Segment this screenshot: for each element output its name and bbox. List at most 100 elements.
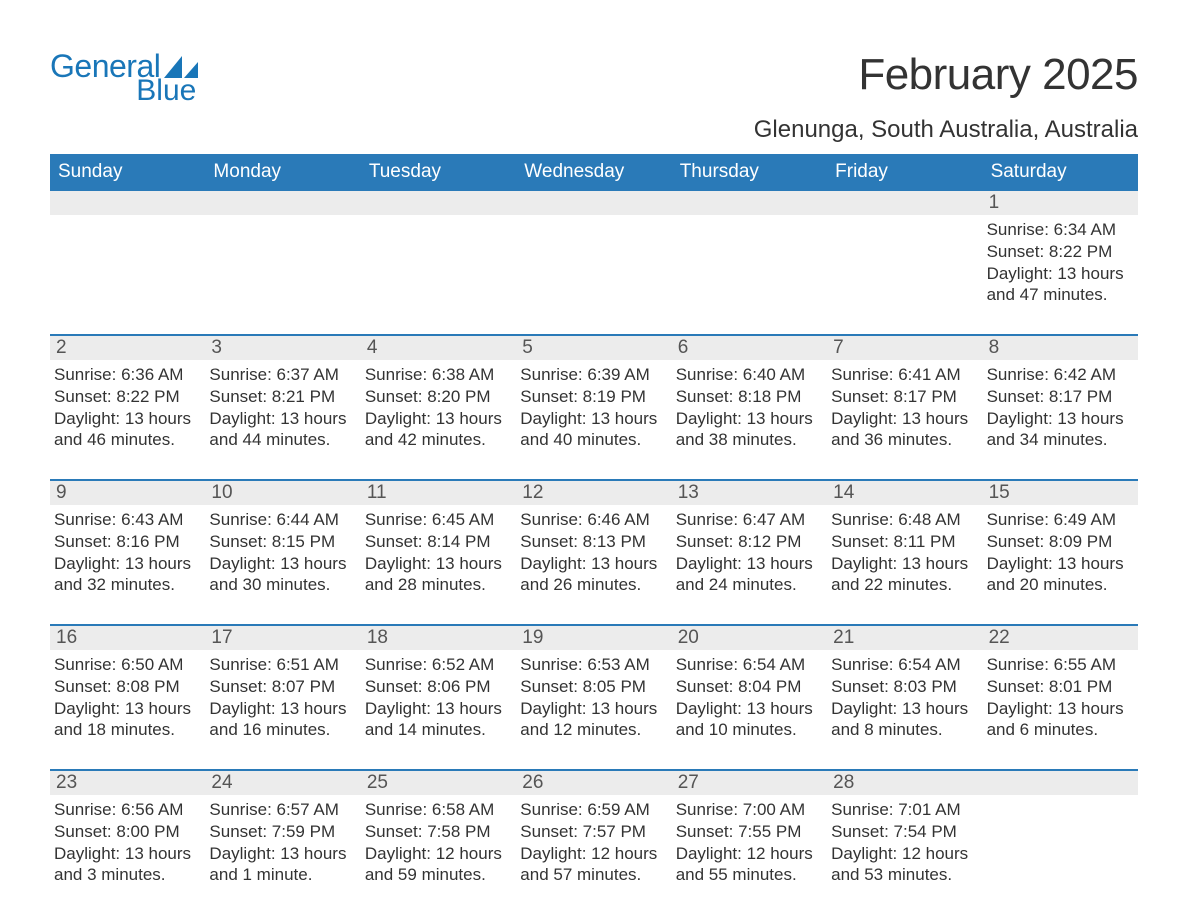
daylight1-line: Daylight: 13 hours — [209, 408, 354, 430]
daylight2-line: and 40 minutes. — [520, 429, 665, 451]
sunrise-line: Sunrise: 6:46 AM — [520, 509, 665, 531]
day-number — [205, 191, 360, 215]
sunset-line: Sunset: 8:09 PM — [987, 531, 1132, 553]
day-number: 17 — [205, 626, 360, 650]
sunset-line: Sunset: 7:57 PM — [520, 821, 665, 843]
day-cell: 13Sunrise: 6:47 AMSunset: 8:12 PMDayligh… — [672, 481, 827, 624]
day-cell: 21Sunrise: 6:54 AMSunset: 8:03 PMDayligh… — [827, 626, 982, 769]
sunset-line: Sunset: 8:14 PM — [365, 531, 510, 553]
daylight2-line: and 16 minutes. — [209, 719, 354, 741]
day-number: 16 — [50, 626, 205, 650]
sunset-line: Sunset: 8:17 PM — [831, 386, 976, 408]
month-title: February 2025 — [754, 50, 1138, 100]
day-cell: 5 Sunrise: 6:39 AMSunset: 8:19 PMDaylight… — [516, 336, 671, 479]
sunset-line: Sunset: 8:15 PM — [209, 531, 354, 553]
sunrise-line: Sunrise: 6:54 AM — [676, 654, 821, 676]
daylight2-line: and 42 minutes. — [365, 429, 510, 451]
weekday-cell: Friday — [827, 155, 982, 189]
weekday-cell: Sunday — [50, 155, 205, 189]
daylight2-line: and 3 minutes. — [54, 864, 199, 886]
day-cell: 26Sunrise: 6:59 AMSunset: 7:57 PMDayligh… — [516, 771, 671, 914]
daylight2-line: and 57 minutes. — [520, 864, 665, 886]
day-number: 14 — [827, 481, 982, 505]
sunset-line: Sunset: 8:19 PM — [520, 386, 665, 408]
sunrise-line: Sunrise: 6:38 AM — [365, 364, 510, 386]
sunset-line: Sunset: 7:59 PM — [209, 821, 354, 843]
daylight2-line: and 22 minutes. — [831, 574, 976, 596]
daylight1-line: Daylight: 12 hours — [365, 843, 510, 865]
sunset-line: Sunset: 8:20 PM — [365, 386, 510, 408]
sunset-line: Sunset: 8:03 PM — [831, 676, 976, 698]
day-number: 21 — [827, 626, 982, 650]
logo-word-blue: Blue — [136, 76, 196, 106]
day-number: 26 — [516, 771, 671, 795]
week-row: 2Sunrise: 6:36 AMSunset: 8:22 PMDaylight… — [50, 334, 1138, 479]
daylight1-line: Daylight: 13 hours — [676, 698, 821, 720]
day-number: 8 — [983, 336, 1138, 360]
day-cell: 23Sunrise: 6:56 AMSunset: 8:00 PMDayligh… — [50, 771, 205, 914]
day-number: 27 — [672, 771, 827, 795]
daylight2-line: and 30 minutes. — [209, 574, 354, 596]
day-cell: 27Sunrise: 7:00 AMSunset: 7:55 PMDayligh… — [672, 771, 827, 914]
sunrise-line: Sunrise: 6:37 AM — [209, 364, 354, 386]
daylight1-line: Daylight: 12 hours — [676, 843, 821, 865]
daylight2-line: and 14 minutes. — [365, 719, 510, 741]
day-number: 5 — [516, 336, 671, 360]
day-cell — [50, 191, 205, 334]
daylight2-line: and 18 minutes. — [54, 719, 199, 741]
daylight1-line: Daylight: 13 hours — [831, 698, 976, 720]
daylight2-line: and 53 minutes. — [831, 864, 976, 886]
sunset-line: Sunset: 8:08 PM — [54, 676, 199, 698]
day-number: 20 — [672, 626, 827, 650]
sunrise-line: Sunrise: 6:53 AM — [520, 654, 665, 676]
sunset-line: Sunset: 8:17 PM — [987, 386, 1132, 408]
sunset-line: Sunset: 8:21 PM — [209, 386, 354, 408]
day-number — [516, 191, 671, 215]
sunrise-line: Sunrise: 6:43 AM — [54, 509, 199, 531]
day-cell: 19Sunrise: 6:53 AMSunset: 8:05 PMDayligh… — [516, 626, 671, 769]
day-number — [983, 771, 1138, 795]
sunrise-line: Sunrise: 6:55 AM — [987, 654, 1132, 676]
daylight1-line: Daylight: 13 hours — [987, 408, 1132, 430]
day-cell — [983, 771, 1138, 914]
daylight2-line: and 44 minutes. — [209, 429, 354, 451]
day-number: 19 — [516, 626, 671, 650]
daylight2-line: and 12 minutes. — [520, 719, 665, 741]
day-number: 1 — [983, 191, 1138, 215]
day-cell — [205, 191, 360, 334]
sunset-line: Sunset: 8:05 PM — [520, 676, 665, 698]
week-row: 1Sunrise: 6:34 AMSunset: 8:22 PMDaylight… — [50, 189, 1138, 334]
sunset-line: Sunset: 7:58 PM — [365, 821, 510, 843]
sunrise-line: Sunrise: 6:42 AM — [987, 364, 1132, 386]
sunrise-line: Sunrise: 7:01 AM — [831, 799, 976, 821]
daylight2-line: and 10 minutes. — [676, 719, 821, 741]
day-cell: 3 Sunrise: 6:37 AMSunset: 8:21 PMDaylight… — [205, 336, 360, 479]
daylight1-line: Daylight: 12 hours — [831, 843, 976, 865]
daylight1-line: Daylight: 13 hours — [54, 553, 199, 575]
day-number: 10 — [205, 481, 360, 505]
weekday-header-row: SundayMondayTuesdayWednesdayThursdayFrid… — [50, 154, 1138, 189]
daylight2-line: and 34 minutes. — [987, 429, 1132, 451]
sunrise-line: Sunrise: 6:39 AM — [520, 364, 665, 386]
daylight1-line: Daylight: 13 hours — [831, 408, 976, 430]
daylight1-line: Daylight: 13 hours — [520, 408, 665, 430]
daylight2-line: and 6 minutes. — [987, 719, 1132, 741]
sunset-line: Sunset: 8:07 PM — [209, 676, 354, 698]
day-cell: 16Sunrise: 6:50 AMSunset: 8:08 PMDayligh… — [50, 626, 205, 769]
sunrise-line: Sunrise: 6:58 AM — [365, 799, 510, 821]
day-cell — [361, 191, 516, 334]
day-cell: 4Sunrise: 6:38 AMSunset: 8:20 PMDaylight… — [361, 336, 516, 479]
day-number: 28 — [827, 771, 982, 795]
day-number: 23 — [50, 771, 205, 795]
sunrise-line: Sunrise: 6:47 AM — [676, 509, 821, 531]
day-number: 3 — [205, 336, 360, 360]
weekday-cell: Tuesday — [361, 155, 516, 189]
daylight1-line: Daylight: 13 hours — [209, 843, 354, 865]
day-cell: 7Sunrise: 6:41 AMSunset: 8:17 PMDaylight… — [827, 336, 982, 479]
day-cell: 1Sunrise: 6:34 AMSunset: 8:22 PMDaylight… — [983, 191, 1138, 334]
daylight1-line: Daylight: 13 hours — [54, 843, 199, 865]
daylight1-line: Daylight: 13 hours — [987, 698, 1132, 720]
day-cell: 20Sunrise: 6:54 AMSunset: 8:04 PMDayligh… — [672, 626, 827, 769]
day-number: 11 — [361, 481, 516, 505]
sunrise-line: Sunrise: 6:51 AM — [209, 654, 354, 676]
